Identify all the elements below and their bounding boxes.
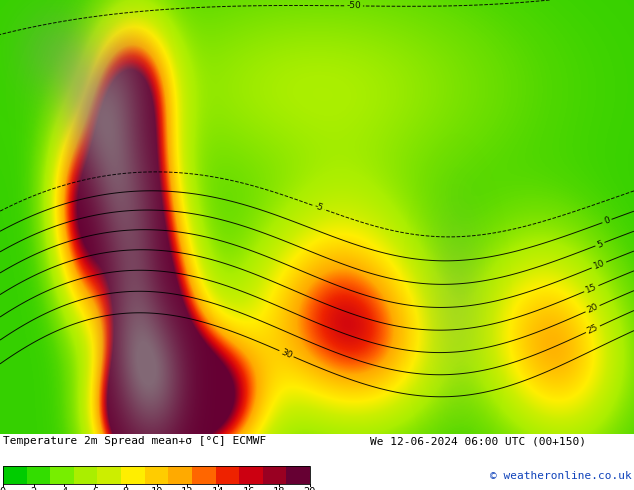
Bar (3, 466, 27, 484)
Text: 0: 0 (0, 487, 6, 490)
Bar (192, 466, 216, 484)
Text: 25: 25 (586, 323, 600, 336)
Text: 10: 10 (150, 487, 163, 490)
Text: 15: 15 (585, 282, 598, 295)
Bar (98, 466, 121, 484)
Text: 14: 14 (212, 487, 224, 490)
Text: 12: 12 (181, 487, 193, 490)
Bar (239, 466, 262, 484)
Bar (50, 466, 74, 484)
Bar (121, 466, 145, 484)
Bar (262, 466, 287, 484)
Text: 2: 2 (30, 487, 37, 490)
Text: 18: 18 (273, 487, 285, 490)
Text: 4: 4 (61, 487, 68, 490)
Text: 20: 20 (304, 487, 316, 490)
Text: 20: 20 (586, 302, 600, 315)
Bar (145, 466, 168, 484)
Bar (74, 466, 98, 484)
Text: -5: -5 (313, 202, 324, 213)
Text: 0: 0 (603, 216, 611, 226)
Bar (27, 466, 50, 484)
Text: Temperature 2m Spread mean+σ [°C] ECMWF: Temperature 2m Spread mean+σ [°C] ECMWF (3, 436, 266, 446)
Text: 8: 8 (122, 487, 129, 490)
Bar (216, 466, 239, 484)
Bar (168, 466, 192, 484)
Text: 16: 16 (242, 487, 255, 490)
Text: 6: 6 (92, 487, 98, 490)
Text: -50: -50 (346, 1, 361, 10)
Bar (287, 466, 310, 484)
Text: We 12-06-2024 06:00 UTC (00+150): We 12-06-2024 06:00 UTC (00+150) (370, 436, 586, 446)
Text: 30: 30 (280, 347, 294, 360)
Text: 5: 5 (596, 239, 604, 249)
Text: 10: 10 (592, 259, 606, 271)
Text: © weatheronline.co.uk: © weatheronline.co.uk (490, 471, 631, 481)
Bar (3, 466, 310, 484)
